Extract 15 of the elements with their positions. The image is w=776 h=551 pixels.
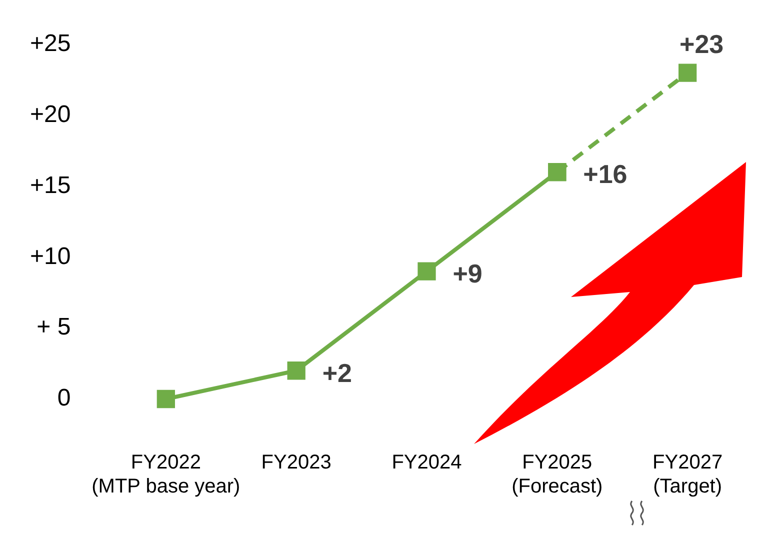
y-tick-label: +10 [30, 242, 71, 270]
data-label: +23 [680, 28, 724, 59]
x-tick-label: FY2023 [261, 452, 332, 474]
y-tick-label: 0 [57, 384, 71, 412]
y-tick-label: +20 [30, 100, 71, 128]
x-tick-label: FY2027 (Target) [652, 452, 723, 498]
data-label: +16 [583, 159, 628, 190]
y-tick-label: + 5 [36, 314, 71, 341]
x-tick-label: FY2025 (Forecast) [512, 452, 603, 498]
data-label: +2 [322, 358, 352, 388]
x-tick-label: FY2022 (MTP base year) [92, 452, 240, 498]
y-tick-label: +25 [30, 30, 71, 58]
y-tick-label: +15 [30, 172, 71, 199]
x-tick-label: FY2024 [392, 452, 462, 474]
data-label: +9 [452, 258, 482, 289]
